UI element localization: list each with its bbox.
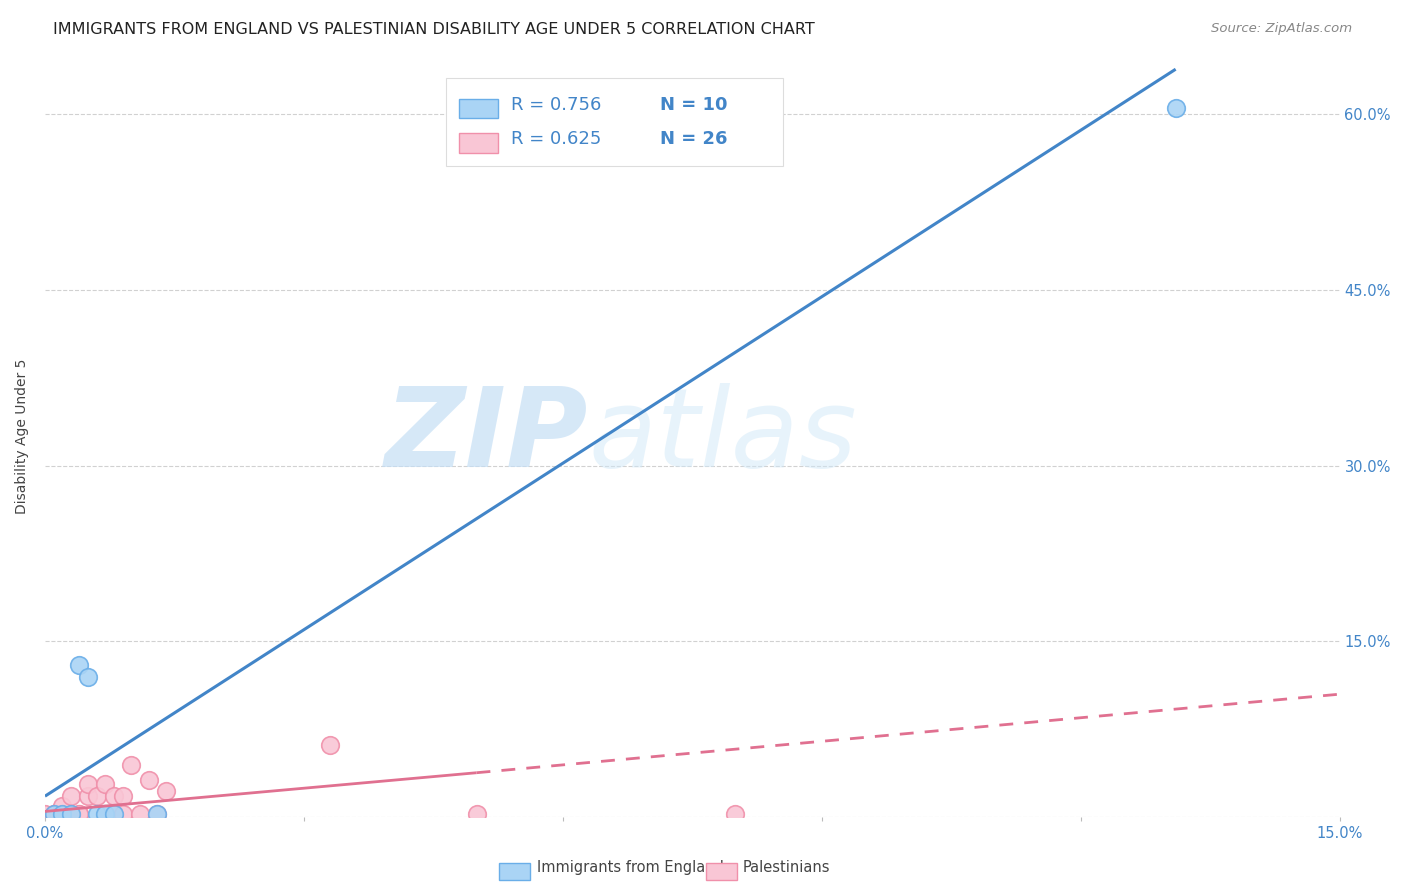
Text: N = 10: N = 10 [659,95,727,113]
Point [319,738,342,752]
FancyBboxPatch shape [460,99,498,119]
Point [51,806,73,821]
Point [94,806,117,821]
Point [77,670,100,684]
Point [86,806,108,821]
Point [155,784,177,798]
Point [724,806,747,821]
Text: R = 0.625: R = 0.625 [510,130,602,148]
Text: Immigrants from England: Immigrants from England [537,860,724,874]
Point [103,789,125,804]
Point [51,798,73,813]
Point [34,806,56,821]
Point [111,789,134,804]
Point [146,806,169,821]
Point [94,806,117,821]
Point [77,789,100,804]
Point [42,806,65,821]
Point [103,806,125,821]
Text: Palestinians: Palestinians [742,860,830,874]
Point [42,806,65,821]
Text: atlas: atlas [589,383,858,490]
Point [59,789,82,804]
Point [1164,101,1187,115]
Text: R = 0.756: R = 0.756 [510,95,602,113]
Point [120,757,142,772]
Point [129,806,152,821]
Text: ZIP: ZIP [385,383,589,490]
FancyBboxPatch shape [446,78,783,166]
Y-axis label: Disability Age Under 5: Disability Age Under 5 [15,359,30,514]
Point [138,772,160,787]
FancyBboxPatch shape [460,133,498,153]
Point [59,806,82,821]
Point [69,806,91,821]
Point [42,806,65,821]
Point [86,789,108,804]
Point [69,657,91,672]
Point [69,806,91,821]
Text: IMMIGRANTS FROM ENGLAND VS PALESTINIAN DISABILITY AGE UNDER 5 CORRELATION CHART: IMMIGRANTS FROM ENGLAND VS PALESTINIAN D… [53,22,815,37]
Text: Source: ZipAtlas.com: Source: ZipAtlas.com [1212,22,1353,36]
Text: N = 26: N = 26 [659,130,727,148]
Point [111,806,134,821]
Point [94,777,117,791]
Point [59,806,82,821]
Point [77,777,100,791]
Point [103,806,125,821]
Point [146,806,169,821]
Point [465,806,488,821]
Point [51,806,73,821]
